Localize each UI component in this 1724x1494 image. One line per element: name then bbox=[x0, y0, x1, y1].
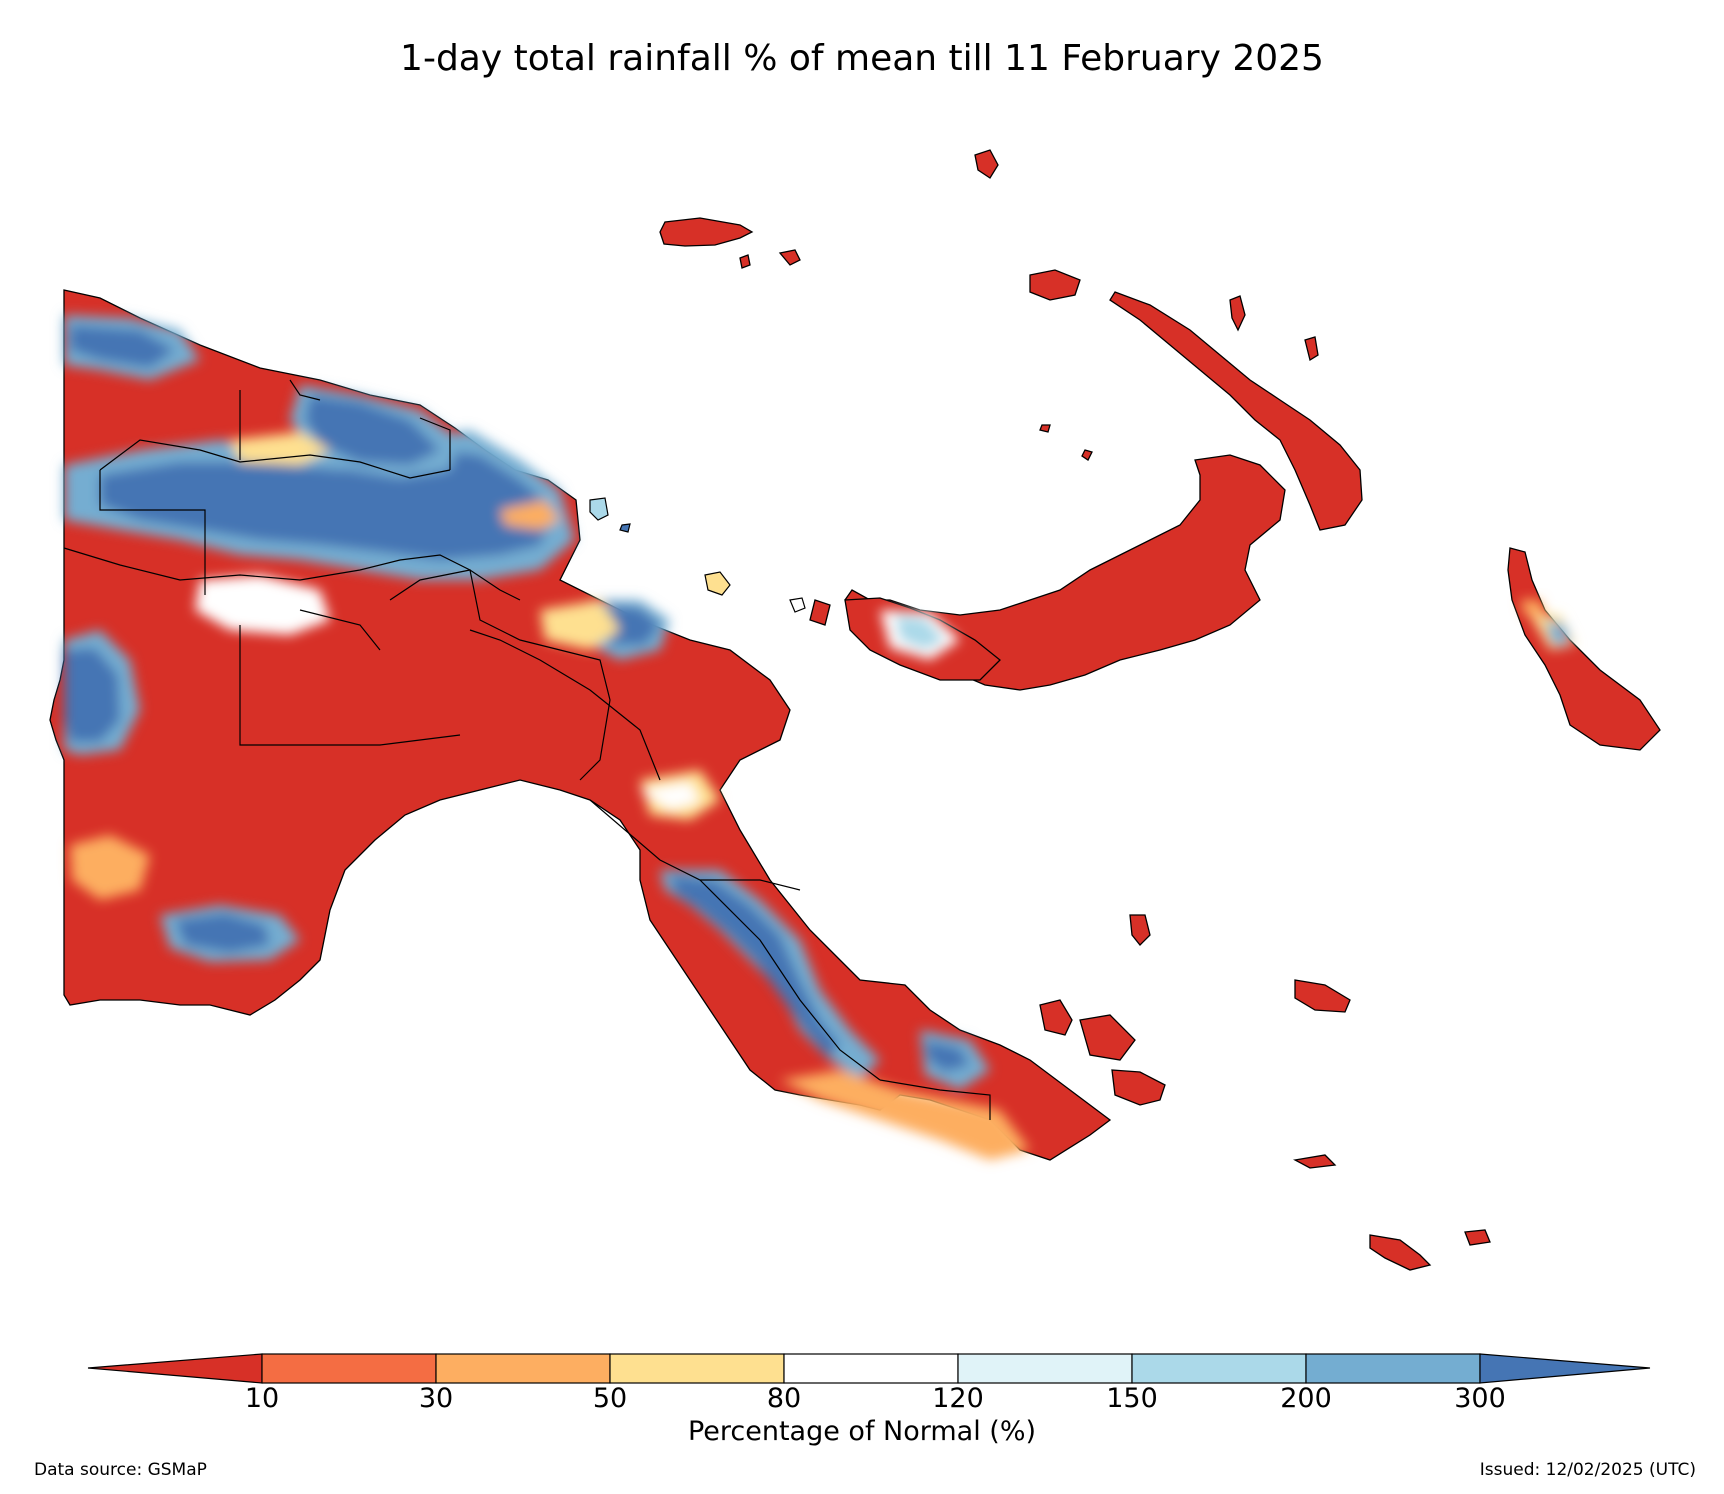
data-source: Data source: GSMaP bbox=[34, 1460, 207, 1480]
colorbar-swatch-8 bbox=[1479, 1353, 1651, 1384]
colorbar-tick-10: 10 bbox=[244, 1383, 280, 1414]
islands bbox=[659, 149, 1661, 1271]
colorbar-swatch-2 bbox=[435, 1353, 611, 1384]
colorbar-swatch-4 bbox=[783, 1353, 959, 1384]
colorbar-tick-300: 300 bbox=[1454, 1383, 1506, 1414]
colorbar bbox=[87, 1353, 1651, 1384]
province-boundaries bbox=[63, 379, 991, 1120]
manus-island bbox=[659, 217, 754, 247]
colorbar-label: Percentage of Normal (%) bbox=[687, 1416, 1037, 1447]
colorbar-tick-150: 150 bbox=[1106, 1383, 1158, 1414]
small-islands-light bbox=[589, 497, 806, 613]
mainland-png bbox=[49, 289, 1112, 1161]
mainland-base bbox=[49, 289, 1112, 1161]
colorbar-swatch-1 bbox=[261, 1353, 437, 1384]
bougainville bbox=[1507, 547, 1661, 751]
colorbar-tick-50: 50 bbox=[592, 1383, 628, 1414]
colorbar-tick-200: 200 bbox=[1280, 1383, 1332, 1414]
issued-date: Issued: 12/02/2025 (UTC) bbox=[1479, 1460, 1696, 1480]
page-title: 1-day total rainfall % of mean till 11 F… bbox=[400, 38, 1324, 79]
colorbar-swatch-0 bbox=[87, 1353, 263, 1384]
colorbar-tick-30: 30 bbox=[418, 1383, 454, 1414]
new-ireland bbox=[1029, 269, 1081, 301]
colorbar-swatch-3 bbox=[609, 1353, 785, 1384]
island-anomaly-zones bbox=[880, 600, 1575, 660]
colorbar-swatch-6 bbox=[1131, 1353, 1307, 1384]
colorbar-swatch-5 bbox=[957, 1353, 1133, 1384]
rainfall-anomaly-zones bbox=[64, 315, 1030, 1160]
colorbar-tick-120: 120 bbox=[932, 1383, 984, 1414]
colorbar-swatch-7 bbox=[1305, 1353, 1481, 1384]
colorbar-tick-80: 80 bbox=[766, 1383, 802, 1414]
